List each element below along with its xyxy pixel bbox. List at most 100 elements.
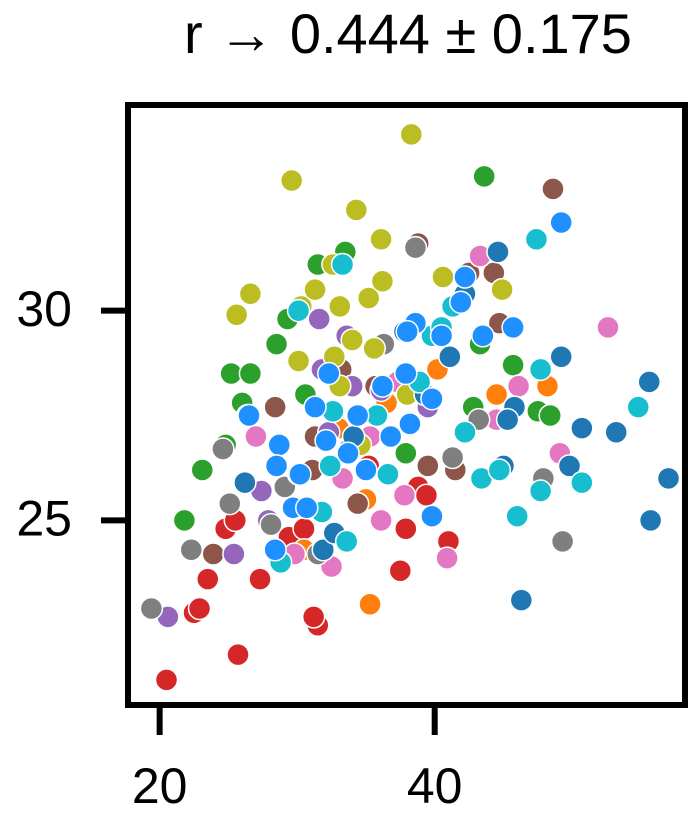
point [238, 282, 263, 306]
x-tick-label: 20 [132, 758, 188, 814]
point [656, 466, 681, 491]
point [392, 483, 417, 507]
point [196, 567, 220, 591]
point [264, 454, 289, 478]
point [378, 424, 403, 449]
point [416, 454, 440, 478]
point [509, 588, 534, 612]
point [538, 403, 562, 428]
point [414, 483, 439, 507]
point [267, 433, 292, 457]
point [638, 508, 663, 533]
point [388, 558, 413, 583]
point [190, 458, 215, 482]
point [288, 462, 312, 486]
point [370, 269, 395, 293]
point [549, 344, 573, 369]
point [549, 210, 573, 235]
point [286, 349, 311, 373]
point [172, 508, 197, 533]
point [506, 374, 531, 398]
point [279, 168, 304, 193]
point [501, 315, 525, 340]
point [314, 428, 338, 453]
y-tick-label: 30 [16, 281, 72, 337]
point [394, 441, 418, 466]
point [524, 227, 549, 252]
point [330, 252, 355, 277]
point [334, 529, 359, 554]
point [484, 382, 509, 407]
point [328, 294, 352, 319]
point [264, 332, 289, 356]
point [336, 441, 360, 466]
point [472, 164, 496, 189]
point [596, 315, 620, 340]
point [453, 420, 477, 445]
point [505, 504, 529, 528]
x-tick-label: 40 [407, 758, 463, 814]
point [395, 319, 419, 344]
point [154, 668, 179, 692]
point [369, 227, 393, 252]
point [394, 361, 418, 386]
point [358, 592, 382, 617]
point [303, 277, 327, 302]
point [403, 235, 428, 260]
point [311, 538, 336, 562]
point [541, 177, 565, 201]
point [626, 395, 650, 419]
point [550, 529, 575, 554]
point [354, 458, 378, 482]
point [295, 496, 319, 520]
point [259, 512, 283, 537]
point [528, 479, 553, 503]
plot-points [139, 122, 681, 692]
point [187, 596, 212, 621]
point [292, 517, 316, 541]
point [486, 240, 510, 264]
point [570, 470, 594, 495]
point [362, 336, 386, 361]
point [399, 122, 424, 147]
point [248, 567, 272, 591]
point [490, 277, 514, 302]
point [501, 353, 525, 377]
point [356, 286, 381, 310]
point [307, 307, 331, 331]
point [303, 395, 327, 419]
point [495, 407, 520, 432]
point [226, 642, 250, 667]
point [218, 491, 242, 516]
point [453, 265, 477, 289]
point [557, 454, 582, 478]
point [201, 542, 226, 566]
point [487, 458, 512, 482]
point [344, 198, 369, 222]
point [179, 538, 204, 562]
point [420, 386, 444, 411]
point [429, 324, 454, 348]
point [301, 605, 326, 629]
chart-title: r → 0.444 ± 0.175 [184, 2, 632, 65]
point [238, 361, 263, 386]
point [471, 324, 495, 348]
point [317, 361, 341, 386]
point [244, 424, 268, 449]
point [369, 508, 393, 533]
point [435, 546, 459, 570]
point [345, 491, 370, 516]
point [376, 462, 400, 486]
point [528, 357, 553, 382]
point [286, 298, 311, 323]
point [233, 470, 257, 495]
point [318, 454, 342, 478]
point [222, 542, 246, 566]
point [570, 416, 594, 440]
point [237, 403, 261, 428]
point [440, 445, 465, 470]
point [420, 504, 444, 528]
point [637, 370, 661, 394]
point [340, 328, 364, 352]
